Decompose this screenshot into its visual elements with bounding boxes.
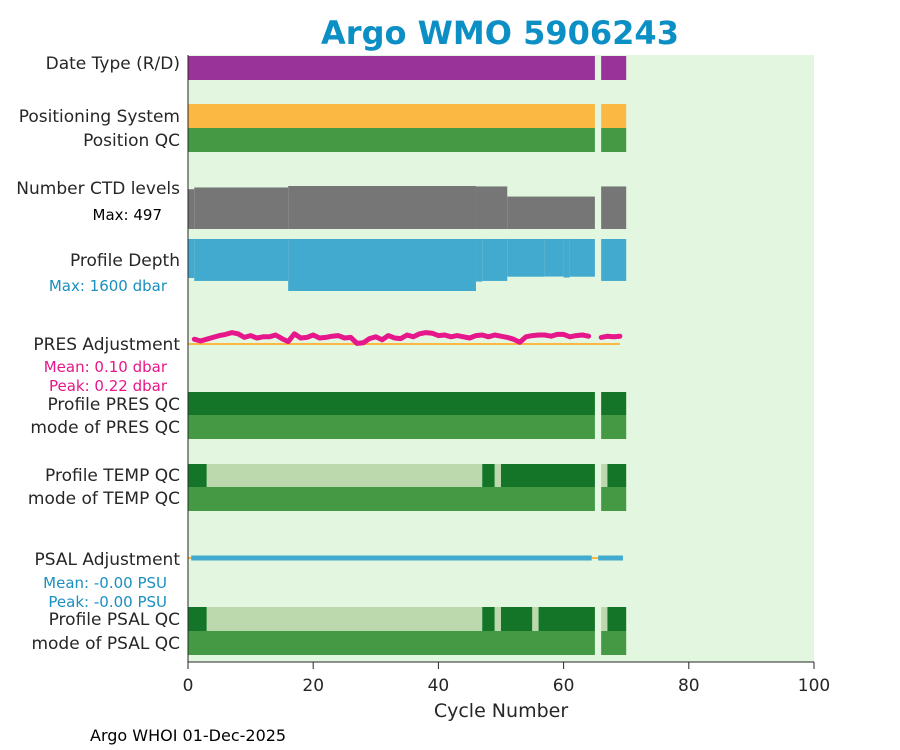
pres-adjustment-series-1 bbox=[598, 333, 623, 340]
date-type-bar-0 bbox=[188, 56, 595, 80]
row-label-positioning-system: Positioning System bbox=[19, 107, 180, 127]
profile-depth-bar-7 bbox=[563, 239, 570, 278]
profile-depth-bar-2 bbox=[288, 239, 476, 291]
mode-pres-qc-bar-0 bbox=[188, 415, 595, 439]
profile-temp-qc-bar-3 bbox=[494, 464, 501, 487]
plot-background bbox=[188, 55, 814, 662]
profile-depth-bar-3 bbox=[475, 239, 483, 282]
row-label-ctd-levels: Number CTD levels bbox=[16, 179, 180, 199]
x-tick-label-20: 20 bbox=[302, 676, 324, 696]
mode-psal-qc-bar-1 bbox=[601, 631, 627, 655]
position-qc-bar-0 bbox=[188, 128, 595, 152]
profile-depth-bar-8 bbox=[569, 239, 595, 277]
profile-depth-max: Max: 1600 dbar bbox=[49, 277, 168, 295]
ctd-levels-bar-0 bbox=[188, 189, 195, 229]
x-tick-label-80: 80 bbox=[678, 676, 700, 696]
profile-psal-qc-bar-1 bbox=[206, 607, 483, 631]
row-label-mode-temp-qc: mode of TEMP QC bbox=[28, 489, 180, 509]
pres-adjustment-mean: Mean: 0.10 dbar bbox=[44, 358, 168, 376]
positioning-system-bar-0 bbox=[188, 104, 595, 128]
profile-temp-qc-bar-2 bbox=[482, 464, 495, 487]
mode-psal-qc-bar-0 bbox=[188, 631, 595, 655]
mode-pres-qc-bar-1 bbox=[601, 415, 627, 439]
row-label-position-qc: Position QC bbox=[83, 131, 180, 151]
row-label-mode-pres-qc: mode of PRES QC bbox=[30, 418, 180, 438]
positioning-system-bar-1 bbox=[601, 104, 627, 128]
profile-psal-qc-bar-7 bbox=[601, 607, 608, 631]
profile-pres-qc-bar-1 bbox=[601, 392, 627, 415]
ctd-levels-bar-1 bbox=[194, 187, 289, 229]
row-label-psal-adjustment: PSAL Adjustment bbox=[35, 550, 181, 570]
row-label-date-type: Date Type (R/D) bbox=[46, 54, 180, 74]
pres-adjustment-series-0 bbox=[191, 330, 592, 346]
date-type-bar-1 bbox=[601, 56, 627, 80]
profile-depth-bar-9 bbox=[601, 239, 627, 281]
ctd-levels-bar-4 bbox=[507, 196, 595, 229]
row-label-pres-adjustment: PRES Adjustment bbox=[33, 335, 180, 355]
profile-temp-qc-bar-1 bbox=[206, 464, 483, 487]
x-axis-label: Cycle Number bbox=[434, 700, 568, 722]
profile-depth-bar-1 bbox=[194, 239, 289, 281]
ctd-levels-bar-2 bbox=[288, 186, 476, 229]
pres-adjustment-peak: Peak: 0.22 dbar bbox=[49, 377, 168, 395]
profile-psal-qc-bar-4 bbox=[501, 607, 533, 631]
profile-depth-bar-0 bbox=[188, 239, 195, 278]
mode-temp-qc-bar-1 bbox=[601, 487, 627, 511]
profile-temp-qc-bar-6 bbox=[607, 464, 627, 487]
ctd-levels-bar-5 bbox=[601, 186, 627, 229]
profile-psal-qc-bar-2 bbox=[482, 607, 495, 631]
x-tick-label-60: 60 bbox=[553, 676, 575, 696]
profile-depth-bar-5 bbox=[507, 239, 545, 277]
psal-adjustment-peak: Peak: -0.00 PSU bbox=[48, 593, 167, 611]
profile-psal-qc-bar-3 bbox=[494, 607, 501, 631]
row-label-profile-depth: Profile Depth bbox=[70, 251, 180, 271]
row-label-profile-temp-qc: Profile TEMP QC bbox=[45, 466, 180, 486]
chart-title: Argo WMO 5906243 bbox=[321, 14, 679, 52]
x-ticks: 0 20 40 60 80 100 bbox=[183, 662, 830, 696]
profile-temp-qc-bar-5 bbox=[601, 464, 608, 487]
row-label-mode-psal-qc: mode of PSAL QC bbox=[31, 634, 180, 654]
mode-temp-qc-bar-0 bbox=[188, 487, 595, 511]
footer-credit: Argo WHOI 01-Dec-2025 bbox=[90, 726, 286, 745]
profile-psal-qc-bar-5 bbox=[532, 607, 539, 631]
profile-temp-qc-bar-0 bbox=[188, 464, 207, 487]
row-label-profile-psal-qc: Profile PSAL QC bbox=[49, 610, 180, 630]
x-tick-label-0: 0 bbox=[183, 676, 194, 696]
profile-temp-qc-bar-4 bbox=[501, 464, 595, 487]
psal-adjustment-mean: Mean: -0.00 PSU bbox=[43, 574, 167, 592]
profile-psal-qc-bar-8 bbox=[607, 607, 627, 631]
position-qc-bar-1 bbox=[601, 128, 627, 152]
x-tick-label-100: 100 bbox=[798, 676, 830, 696]
ctd-levels-max: Max: 497 bbox=[93, 206, 162, 224]
ctd-levels-bar-3 bbox=[475, 186, 508, 229]
row-label-profile-pres-qc: Profile PRES QC bbox=[47, 395, 180, 415]
profile-psal-qc-bar-0 bbox=[188, 607, 207, 631]
profile-pres-qc-bar-0 bbox=[188, 392, 595, 415]
profile-depth-bar-4 bbox=[482, 239, 508, 281]
profile-psal-qc-bar-6 bbox=[538, 607, 595, 631]
profile-depth-bar-6 bbox=[544, 239, 564, 277]
x-tick-label-40: 40 bbox=[428, 676, 450, 696]
data-marks bbox=[188, 56, 627, 655]
